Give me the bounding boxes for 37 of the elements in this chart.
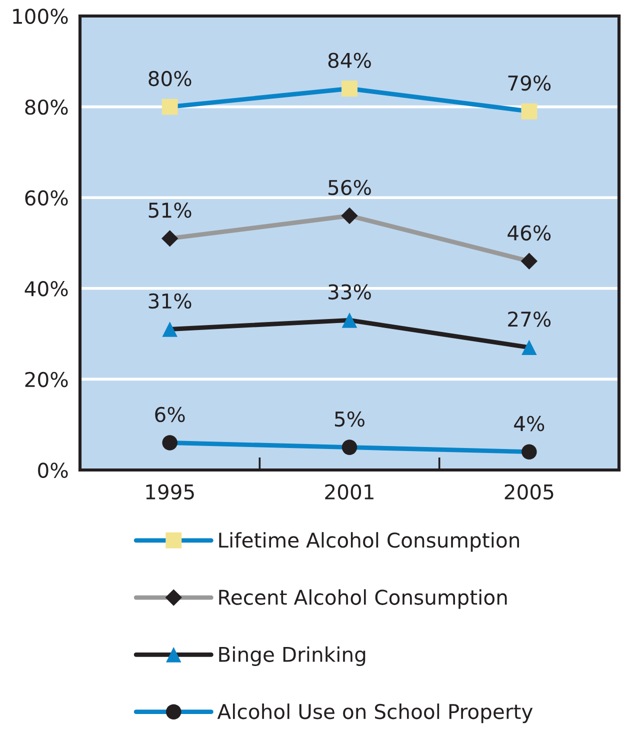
point (342, 80, 358, 97)
data-label: 56% (328, 180, 371, 196)
point (522, 340, 537, 356)
data-label: 31% (148, 293, 192, 309)
data-label: 51% (148, 202, 192, 218)
point (162, 98, 178, 115)
legend-label: Binge Drinking (219, 646, 366, 666)
legend-label: Recent Alcohol Consumption (219, 589, 507, 609)
point (520, 252, 538, 270)
legend-label: Lifetime Alcohol Consumption (219, 532, 520, 552)
x-tick-label: 1995 (146, 484, 194, 500)
data-label: 27% (508, 311, 551, 327)
data-label: 5% (334, 411, 364, 427)
data-label: 6% (155, 406, 185, 422)
x-tick-label: 2001 (325, 484, 374, 500)
point (341, 207, 358, 224)
y-tick-label: 80% (25, 99, 68, 115)
y-tick-label: 100% (13, 8, 68, 24)
y-tick-label: 0% (38, 462, 68, 478)
x-tick-label: 2005 (504, 484, 554, 500)
point (342, 312, 358, 328)
data-label: 46% (508, 225, 551, 241)
data-label: 33% (328, 284, 371, 300)
data-label: 80% (148, 70, 192, 86)
point (342, 440, 358, 455)
data-label: 4% (514, 416, 544, 432)
point (161, 230, 178, 247)
point (162, 322, 178, 337)
point (162, 435, 178, 450)
point (521, 103, 538, 120)
point (522, 444, 537, 460)
y-tick-label: 40% (24, 281, 68, 296)
y-tick-label: 60% (25, 190, 68, 206)
legend-label: Alcohol Use on School Property (217, 704, 533, 724)
data-label: 84% (328, 52, 371, 68)
y-tick-label: 20% (25, 372, 68, 388)
data-label: 79% (508, 75, 551, 91)
